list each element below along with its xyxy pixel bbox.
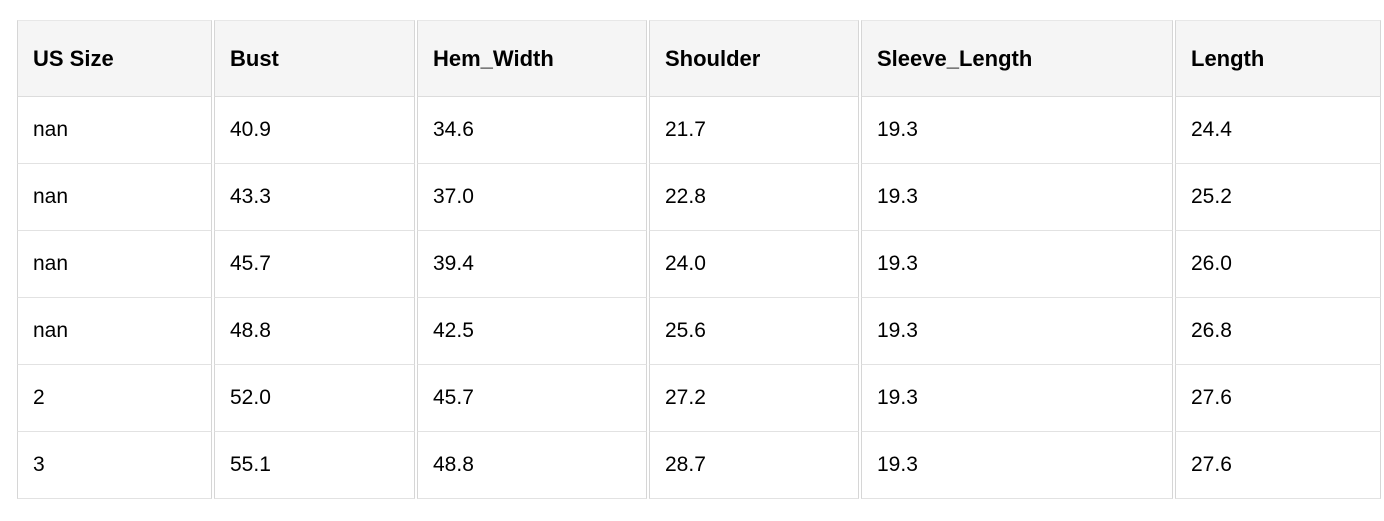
- table-row: nan 43.3 37.0 22.8 19.3 25.2: [17, 164, 1381, 231]
- table-cell: 45.7: [417, 365, 647, 432]
- table-cell: 26.8: [1175, 298, 1381, 365]
- table-cell: 19.3: [861, 164, 1173, 231]
- table-cell: 3: [17, 432, 212, 499]
- table-row: nan 48.8 42.5 25.6 19.3 26.8: [17, 298, 1381, 365]
- table-cell: 21.7: [649, 97, 859, 164]
- table-cell: 27.6: [1175, 365, 1381, 432]
- size-chart-table: US Size Bust Hem_Width Shoulder Sleeve_L…: [15, 20, 1383, 499]
- table-cell: 19.3: [861, 298, 1173, 365]
- column-header-length: Length: [1175, 20, 1381, 97]
- column-header-sleeve-length: Sleeve_Length: [861, 20, 1173, 97]
- table-cell: 19.3: [861, 231, 1173, 298]
- table-cell: 43.3: [214, 164, 415, 231]
- table-cell: 55.1: [214, 432, 415, 499]
- table-cell: 19.3: [861, 97, 1173, 164]
- table-cell: 24.0: [649, 231, 859, 298]
- table-cell: 19.3: [861, 432, 1173, 499]
- table-cell: 27.2: [649, 365, 859, 432]
- table-cell: nan: [17, 97, 212, 164]
- table-row: 2 52.0 45.7 27.2 19.3 27.6: [17, 365, 1381, 432]
- table-cell: 25.2: [1175, 164, 1381, 231]
- column-header-us-size: US Size: [17, 20, 212, 97]
- table-cell: 26.0: [1175, 231, 1381, 298]
- table-cell: 39.4: [417, 231, 647, 298]
- column-header-hem-width: Hem_Width: [417, 20, 647, 97]
- table-row: 3 55.1 48.8 28.7 19.3 27.6: [17, 432, 1381, 499]
- table-row: nan 40.9 34.6 21.7 19.3 24.4: [17, 97, 1381, 164]
- table-row: nan 45.7 39.4 24.0 19.3 26.0: [17, 231, 1381, 298]
- table-cell: 42.5: [417, 298, 647, 365]
- table-cell: 45.7: [214, 231, 415, 298]
- table-cell: 48.8: [214, 298, 415, 365]
- column-header-bust: Bust: [214, 20, 415, 97]
- table-cell: 34.6: [417, 97, 647, 164]
- table-cell: nan: [17, 231, 212, 298]
- table-cell: nan: [17, 164, 212, 231]
- table-cell: 48.8: [417, 432, 647, 499]
- table-cell: 28.7: [649, 432, 859, 499]
- table-cell: 24.4: [1175, 97, 1381, 164]
- table-cell: 19.3: [861, 365, 1173, 432]
- table-cell: nan: [17, 298, 212, 365]
- column-header-shoulder: Shoulder: [649, 20, 859, 97]
- table-cell: 25.6: [649, 298, 859, 365]
- table-cell: 52.0: [214, 365, 415, 432]
- table-cell: 37.0: [417, 164, 647, 231]
- table-cell: 22.8: [649, 164, 859, 231]
- table-cell: 40.9: [214, 97, 415, 164]
- table-cell: 2: [17, 365, 212, 432]
- header-row: US Size Bust Hem_Width Shoulder Sleeve_L…: [17, 20, 1381, 97]
- table-cell: 27.6: [1175, 432, 1381, 499]
